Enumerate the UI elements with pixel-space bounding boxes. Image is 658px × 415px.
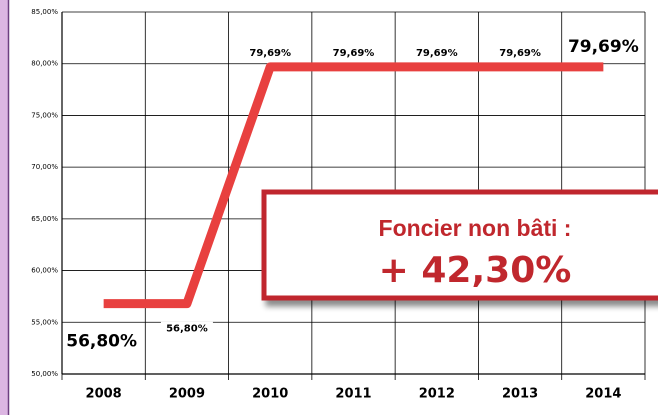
x-tick-label: 2014 — [585, 387, 621, 402]
y-tick-label: 75,00% — [31, 111, 58, 119]
x-tick-label: 2010 — [252, 387, 288, 402]
label-background — [410, 45, 463, 60]
line — [103, 62, 604, 309]
x-tick-label: 2012 — [419, 387, 455, 402]
y-tick-label: 50,00% — [31, 370, 58, 378]
data-label: 79,69% — [249, 48, 291, 59]
data-label: 56,80% — [166, 324, 208, 335]
annotation-box — [261, 189, 658, 301]
data-label: 79,69% — [499, 48, 541, 59]
label-background — [160, 321, 213, 336]
x-tick-label: 2011 — [335, 387, 371, 402]
x-tick-label: 2008 — [86, 387, 122, 402]
annotation-value: + 42,30% — [379, 250, 572, 291]
x-tick-label: 2009 — [169, 387, 205, 402]
y-tick-label: 80,00% — [31, 60, 58, 68]
x-tick-label: 2013 — [502, 387, 538, 402]
side-strip — [0, 0, 8, 415]
data-label: 56,80% — [66, 332, 137, 352]
label-background — [244, 45, 297, 60]
data-label: 79,69% — [568, 37, 639, 57]
label-background — [327, 45, 380, 60]
data-label: 79,69% — [416, 48, 458, 59]
y-tick-label: 55,00% — [31, 318, 58, 326]
label-background — [494, 45, 547, 60]
y-tick-label: 65,00% — [31, 215, 58, 223]
y-tick-label: 60,00% — [31, 267, 58, 275]
y-tick-label: 70,00% — [31, 163, 58, 171]
data-label: 79,69% — [333, 48, 375, 59]
annotation-title: Foncier non bâti : — [379, 215, 572, 241]
y-tick-label: 85,00% — [31, 8, 58, 16]
annotation: Foncier non bâti : + 42,30% — [261, 189, 658, 301]
